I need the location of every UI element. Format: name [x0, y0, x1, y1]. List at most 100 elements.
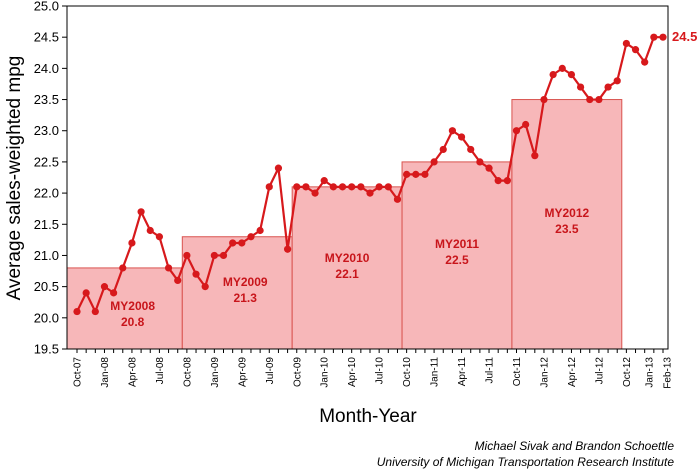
- data-point: [174, 276, 182, 284]
- axes: [66, 5, 669, 350]
- y-tick-label: 25.0: [34, 0, 59, 14]
- data-point: [146, 226, 154, 235]
- data-point: [622, 39, 630, 48]
- y-axis-title: Average sales-weighted mpg: [4, 56, 25, 301]
- data-point: [586, 95, 594, 104]
- data-point: [439, 145, 447, 154]
- series-line-layer: [73, 33, 667, 316]
- data-point: [119, 264, 127, 272]
- data-point: [512, 127, 521, 135]
- x-tick-label: Jan-11: [430, 357, 441, 387]
- data-point: [73, 307, 81, 316]
- x-ticks: Oct-07 Jan-08 Apr-08 Jul-08 Oct-08 Jan-09 Apr-…: [73, 349, 674, 389]
- x-tick-label: Jul-12: [594, 357, 605, 385]
- data-point: [293, 183, 301, 191]
- data-point: [128, 239, 136, 247]
- x-tick-label: Oct-10: [402, 357, 413, 387]
- data-point: [421, 170, 429, 178]
- data-point: [238, 239, 246, 247]
- data-point: [403, 170, 411, 178]
- x-tick-label: Oct-09: [292, 357, 303, 387]
- data-point: [338, 183, 347, 191]
- x-tick-label: Jul-09: [265, 357, 276, 385]
- data-point: [274, 164, 283, 172]
- end-value-label: 24.5: [672, 29, 697, 44]
- data-point: [357, 183, 365, 191]
- data-point: [631, 46, 640, 54]
- model-year-bar: [401, 161, 513, 350]
- model-year-value: 22.5: [445, 253, 469, 267]
- data-point: [393, 195, 402, 203]
- model-year-label: MY2010: [325, 251, 370, 265]
- x-tick-label: Oct-07: [73, 357, 84, 387]
- x-tick-label: Jul-10: [375, 357, 386, 385]
- data-point: [604, 83, 612, 91]
- data-point: [476, 158, 484, 166]
- x-tick-label: Jul-08: [155, 357, 166, 385]
- x-tick-label: Apr-12: [567, 357, 578, 387]
- model-year-value: 23.5: [555, 222, 579, 236]
- credit-institute: University of Michigan Transportation Re…: [377, 455, 675, 469]
- data-point: [448, 127, 457, 135]
- data-point: [283, 245, 292, 253]
- y-tick-label: 22.0: [34, 186, 59, 201]
- data-point: [164, 264, 173, 272]
- x-tick-label: Jul-11: [485, 357, 496, 384]
- model-year-bar: [66, 267, 183, 350]
- data-point: [567, 71, 576, 79]
- model-year-value: 22.1: [335, 267, 359, 281]
- model-year-value: 21.3: [234, 291, 258, 305]
- x-tick-label: Oct-08: [182, 357, 193, 387]
- plot-frame: [66, 5, 669, 350]
- model-year-value: 20.8: [121, 315, 145, 329]
- data-point: [183, 251, 191, 260]
- model-year-label: MY2011: [435, 237, 479, 251]
- data-point: [110, 289, 118, 297]
- x-axis-title: Month-Year: [319, 406, 417, 427]
- y-ticks: 19.5 20.0 20.5 21.0 21.5 22.0 22.5 23.0 23.5 24.0…: [34, 0, 67, 357]
- x-tick-label: Jan-12: [539, 357, 550, 388]
- y-tick-label: 20.5: [34, 279, 59, 294]
- data-point: [320, 177, 328, 185]
- data-point: [137, 208, 145, 216]
- model-year-label: MY2008: [110, 299, 155, 313]
- data-point: [576, 83, 585, 91]
- model-year-bar: [181, 236, 293, 350]
- data-point: [558, 64, 566, 72]
- data-point: [430, 158, 438, 166]
- y-tick-label: 22.5: [34, 154, 59, 169]
- data-point: [366, 189, 374, 197]
- x-tick-label: Jan-09: [210, 357, 221, 388]
- data-point: [595, 95, 603, 104]
- data-point: [494, 177, 502, 185]
- data-point: [265, 183, 273, 191]
- x-tick-label: Feb-13: [663, 357, 674, 389]
- data-point: [522, 120, 530, 129]
- data-point: [348, 183, 356, 191]
- x-tick-label: Jan-08: [100, 357, 111, 388]
- data-point: [485, 164, 493, 172]
- data-point: [247, 233, 255, 241]
- data-point: [531, 152, 539, 160]
- y-tick-label: 21.0: [34, 248, 59, 263]
- x-tick-label: Apr-11: [457, 357, 468, 387]
- data-point: [412, 170, 420, 178]
- y-tick-label: 19.5: [34, 342, 59, 357]
- model-year-label: MY2009: [223, 275, 268, 289]
- x-tick-label: Oct-11: [512, 357, 523, 387]
- data-point: [311, 189, 319, 197]
- x-tick-label: Oct-12: [622, 357, 633, 387]
- data-point: [219, 251, 228, 260]
- data-point: [201, 283, 209, 291]
- x-tick-label: Jan-10: [320, 357, 331, 388]
- model-year-label: MY2012: [545, 206, 590, 220]
- data-point: [256, 226, 264, 235]
- data-point: [100, 283, 109, 291]
- data-point: [229, 239, 237, 247]
- data-point: [540, 95, 548, 104]
- data-point: [384, 183, 392, 191]
- x-tick-label: Apr-10: [347, 357, 358, 387]
- data-point: [82, 289, 90, 297]
- data-point: [375, 183, 383, 191]
- x-tick-label: Apr-09: [237, 357, 248, 387]
